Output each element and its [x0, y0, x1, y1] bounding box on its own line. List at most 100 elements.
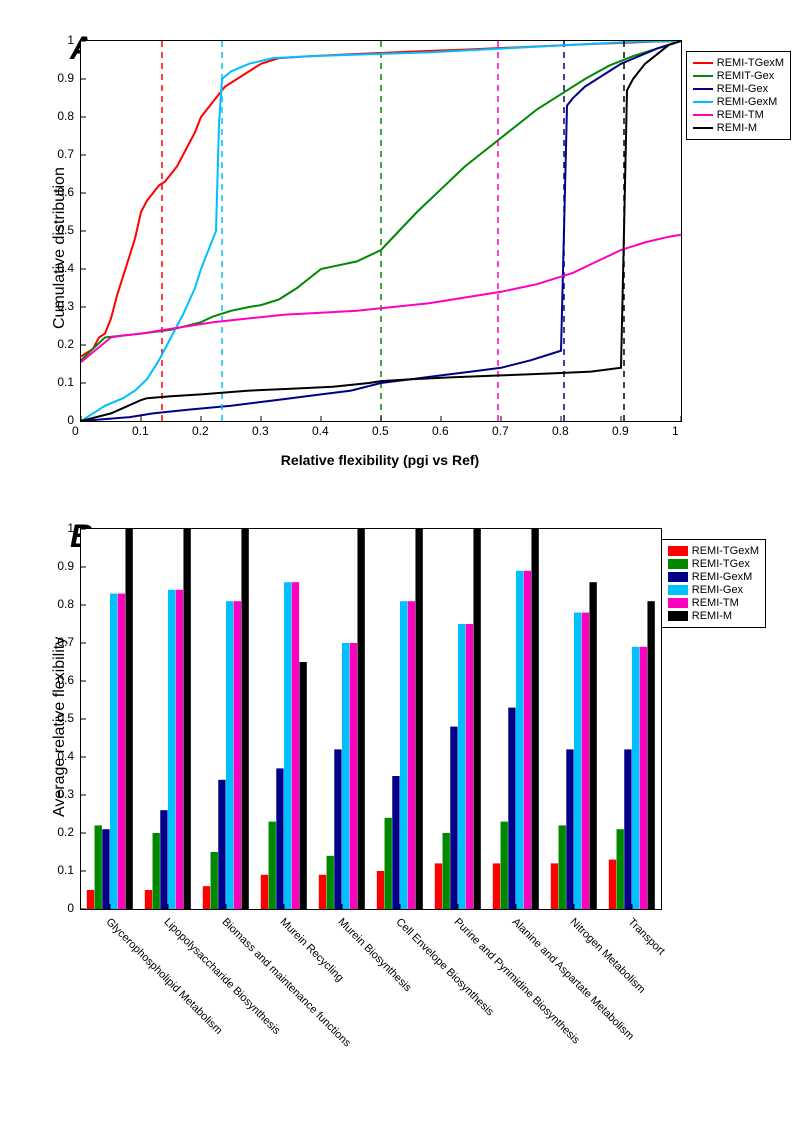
bar [261, 875, 268, 909]
legend-label: REMI-M [692, 610, 732, 622]
bar [110, 594, 117, 909]
bar [589, 582, 596, 909]
panel-b-legend: REMI-TGexMREMI-TGexREMI-GexMREMI-GexREMI… [661, 539, 766, 628]
bar [218, 780, 225, 909]
y-tick: 1 [50, 33, 74, 47]
y-tick: 0.2 [50, 825, 74, 839]
legend-label: REMI-M [717, 122, 757, 134]
legend-label: REMI-TGexM [717, 57, 784, 69]
y-tick: 0.9 [50, 71, 74, 85]
bar [493, 863, 500, 909]
legend-item: REMI-GexM [668, 571, 759, 583]
bar [292, 582, 299, 909]
bar [284, 582, 291, 909]
legend-label: REMI-TM [692, 597, 739, 609]
x-tick: 1 [672, 424, 679, 438]
bar [415, 529, 422, 909]
legend-item: REMI-TGexM [693, 57, 784, 69]
bar [334, 749, 341, 909]
x-tick: 0.1 [132, 424, 149, 438]
bar [125, 529, 132, 909]
bar [183, 529, 190, 909]
legend-item: REMI-M [668, 610, 759, 622]
bar [153, 833, 160, 909]
bar [508, 708, 515, 909]
panel-b: B Average relative flexibility REMI-TGex… [80, 528, 772, 910]
y-tick: 0.7 [50, 147, 74, 161]
x-category-label: Purine and Pyrimidine Biosynthesis [452, 916, 582, 1046]
x-category-label: Cell Envelope Biosynthesis [394, 916, 496, 1018]
y-tick: 0.3 [50, 787, 74, 801]
bar [466, 624, 473, 909]
panel-a: A Cumulative distribution REMI-TGexMREMI… [80, 40, 772, 468]
bar [176, 590, 183, 909]
bar [450, 727, 457, 909]
bar [327, 856, 334, 909]
bar [458, 624, 465, 909]
panel-a-legend: REMI-TGexMREMIT-GexREMI-GexREMI-GexMREMI… [686, 51, 791, 140]
x-tick: 0.9 [612, 424, 629, 438]
legend-swatch [668, 585, 688, 595]
bar [443, 833, 450, 909]
y-tick: 0.1 [50, 863, 74, 877]
bar [516, 571, 523, 909]
x-tick: 0.6 [432, 424, 449, 438]
bar [566, 749, 573, 909]
bar [400, 601, 407, 909]
bar [617, 829, 624, 909]
bar [350, 643, 357, 909]
bar [319, 875, 326, 909]
y-tick: 0.5 [50, 223, 74, 237]
panel-b-chart: REMI-TGexMREMI-TGexREMI-GexMREMI-GexREMI… [80, 528, 662, 910]
bar [524, 571, 531, 909]
legend-label: REMI-Gex [717, 83, 768, 95]
bar [551, 863, 558, 909]
bar [624, 749, 631, 909]
bar [609, 860, 616, 909]
legend-swatch [668, 598, 688, 608]
y-tick: 0.4 [50, 261, 74, 275]
legend-swatch [668, 572, 688, 582]
bar [234, 601, 241, 909]
x-tick: 0.3 [252, 424, 269, 438]
bar [160, 810, 167, 909]
y-tick: 0.1 [50, 375, 74, 389]
x-tick: 0.2 [192, 424, 209, 438]
bar [435, 863, 442, 909]
x-category-label: Glycerophospholipid Metabolism [104, 916, 225, 1037]
y-tick: 0.2 [50, 337, 74, 351]
legend-item: REMI-TM [693, 109, 784, 121]
x-tick: 0.4 [312, 424, 329, 438]
x-category-label: Transport [626, 916, 667, 957]
y-tick: 0.3 [50, 299, 74, 313]
bar [582, 613, 589, 909]
legend-swatch [693, 62, 713, 64]
y-tick: 0.8 [50, 109, 74, 123]
legend-swatch [668, 559, 688, 569]
bar [574, 613, 581, 909]
bar [473, 529, 480, 909]
legend-item: REMI-TM [668, 597, 759, 609]
bar [211, 852, 218, 909]
bar [640, 647, 647, 909]
y-tick: 0.4 [50, 749, 74, 763]
legend-item: REMI-TGex [668, 558, 759, 570]
y-tick: 0 [50, 901, 74, 915]
legend-label: REMI-GexM [692, 571, 753, 583]
bar [385, 818, 392, 909]
y-tick: 1 [50, 521, 74, 535]
x-tick: 0.8 [552, 424, 569, 438]
legend-item: REMI-Gex [693, 83, 784, 95]
legend-item: REMI-GexM [693, 96, 784, 108]
y-tick: 0.5 [50, 711, 74, 725]
y-tick: 0 [50, 413, 74, 427]
legend-label: REMI-TGex [692, 558, 750, 570]
bar [559, 825, 566, 909]
legend-label: REMI-GexM [717, 96, 778, 108]
bar [408, 601, 415, 909]
legend-swatch [668, 546, 688, 556]
bar [102, 829, 109, 909]
legend-item: REMI-TGexM [668, 545, 759, 557]
y-tick: 0.8 [50, 597, 74, 611]
x-category-label: Alanine and Aspartate Metabolism [510, 916, 637, 1043]
